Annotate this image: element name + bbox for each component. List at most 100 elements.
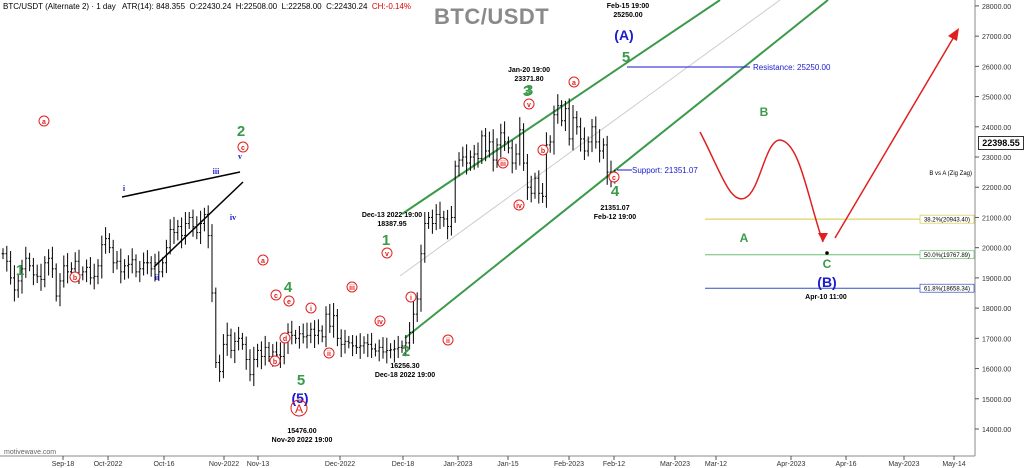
wave-label-red: iv — [377, 319, 383, 326]
wave-label-green: 4 — [284, 279, 293, 296]
date-annotation: 16256.30 — [390, 363, 419, 370]
price-tick-label: 26000.00 — [982, 64, 1011, 71]
wave-label-red: a — [42, 119, 46, 126]
wave-label-green: B — [760, 105, 769, 119]
wave-label-red: iv — [516, 203, 522, 210]
wave-label-green: 5 — [622, 49, 630, 66]
wave-circle-marker — [513, 199, 525, 211]
instrument-info-bar: BTC/USDT (Alternate 2) · 1 day ATR(14): … — [3, 2, 411, 11]
wave-label-red: a — [261, 258, 265, 265]
price-tick-label: 14000.00 — [982, 427, 1011, 434]
fib-level-label: 61.8%(18658.34) — [924, 287, 970, 293]
chart-title: BTC/USDT — [434, 4, 550, 29]
projection-curve — [699, 131, 824, 243]
time-tick-label: Dec-18 — [392, 461, 415, 468]
wave-label-red: v — [527, 102, 531, 109]
price-tick-label: 28000.00 — [982, 4, 1011, 11]
wave-circle-marker — [38, 115, 50, 127]
time-tick-label: Jan-15 — [497, 461, 519, 468]
atr-value: ATR(14): 848.355 — [122, 2, 186, 11]
wave-label-green: 4 — [611, 183, 620, 200]
time-tick-label: Dec-2022 — [325, 461, 355, 468]
wave-circle-marker — [323, 347, 335, 359]
wave-label-blue: i — [123, 184, 126, 193]
wave-circle-marker — [305, 302, 317, 314]
close-value: C:22430.24 — [326, 2, 368, 11]
resistance-label: Resistance: 25250.00 — [753, 63, 831, 72]
wave-circle-marker — [279, 332, 291, 344]
wave-circle-marker — [405, 291, 417, 303]
date-annotation: Dec-13 2022 19:00 — [362, 212, 422, 219]
time-tick-label: Mar-2023 — [660, 461, 690, 468]
date-annotation: Dec-18 2022 19:00 — [375, 372, 435, 379]
price-tick-label: 19000.00 — [982, 276, 1011, 283]
target-point — [825, 251, 829, 255]
time-tick-label: May-2023 — [888, 461, 919, 468]
wave-circle-marker — [269, 355, 281, 367]
watermark: motivewave.com — [4, 449, 57, 456]
price-tick-label: 25000.00 — [982, 95, 1011, 102]
wave-label-green: C — [823, 257, 832, 271]
price-tick-label: 22000.00 — [982, 185, 1011, 192]
wave-label-blue: (B) — [817, 274, 836, 290]
time-tick-label: Feb-12 — [603, 461, 625, 468]
date-annotation: Feb-15 19:00 — [607, 3, 650, 10]
price-tick-label: 16000.00 — [982, 367, 1011, 374]
date-annotation: 18387.95 — [377, 221, 406, 228]
time-tick-label: Nov-2022 — [209, 461, 239, 468]
fib-level-box — [919, 283, 975, 293]
time-tick-label: Sep-18 — [52, 461, 75, 468]
time-tick-label: May-14 — [942, 461, 965, 468]
wave-label-red: A — [295, 402, 303, 416]
wave-label-green: 5 — [297, 372, 305, 389]
time-tick-label: Oct-16 — [153, 461, 174, 468]
fib-title: B vs A (Zig Zag) — [929, 171, 972, 177]
date-annotation: 15476.00 — [287, 428, 316, 435]
fibonacci-levels: B vs A (Zig Zag) 38.2%(20943.40) 50.0%(197… — [705, 171, 975, 293]
channel-lower-line — [404, 0, 829, 339]
wave-label-blue: iv — [230, 213, 236, 222]
low-value: L:22258.00 — [281, 2, 322, 11]
wedge-upper-line — [121, 171, 241, 198]
wave-label-red: e — [287, 299, 291, 306]
price-tick-label: 15000.00 — [982, 397, 1011, 404]
wave-circle-marker — [270, 289, 282, 301]
time-tick-label: Apr-16 — [835, 461, 856, 468]
wave-label-red: c — [241, 145, 245, 152]
wave-circle-marker — [290, 399, 308, 417]
date-annotation: Feb-12 19:00 — [594, 214, 637, 221]
price-tick-label: 20000.00 — [982, 246, 1011, 253]
fib-level-label: 50.0%(19767.89) — [924, 253, 970, 259]
wave-label-green: 2 — [402, 343, 410, 360]
wave-label-green: 3 — [523, 83, 531, 100]
wave-label-blue: v — [238, 152, 242, 161]
projection-path — [699, 28, 959, 255]
wave-circle-marker — [568, 76, 580, 88]
time-tick-label: Nov-13 — [247, 461, 270, 468]
wave-circle-marker — [374, 315, 386, 327]
wave-label-red: c — [612, 175, 616, 182]
change-value: CH:-0.14% — [371, 2, 412, 11]
wave-circle-marker — [346, 281, 358, 293]
wave-label-red: a — [572, 80, 576, 87]
wave-labels: Feb-15 19:00 25250.00 Jan-20 19:00 23371.80… — [16, 3, 847, 444]
wave-label-red: c — [274, 293, 278, 300]
wave-circle-marker — [69, 271, 81, 283]
support-label: Support: 21351.07 — [632, 166, 698, 175]
wave-label-red: iii — [500, 161, 506, 168]
price-tick-label: 27000.00 — [982, 34, 1011, 41]
date-annotation: Nov-20 2022 19:00 — [272, 437, 333, 444]
wave-circle-marker — [283, 295, 295, 307]
date-annotation: Apr-10 11:00 — [805, 294, 847, 301]
fib-level-box — [919, 214, 975, 224]
chart-grid — [0, 0, 975, 456]
wave-label-red: i — [410, 295, 412, 302]
wave-circle-marker — [497, 157, 509, 169]
open-value: O:22430.24 — [189, 2, 232, 11]
wave-circle-marker — [608, 171, 620, 183]
candlestick-series — [1, 94, 617, 387]
wave-label-red: b — [273, 359, 277, 366]
wave-circle-marker — [257, 254, 269, 266]
wave-label-red: b — [73, 275, 77, 282]
